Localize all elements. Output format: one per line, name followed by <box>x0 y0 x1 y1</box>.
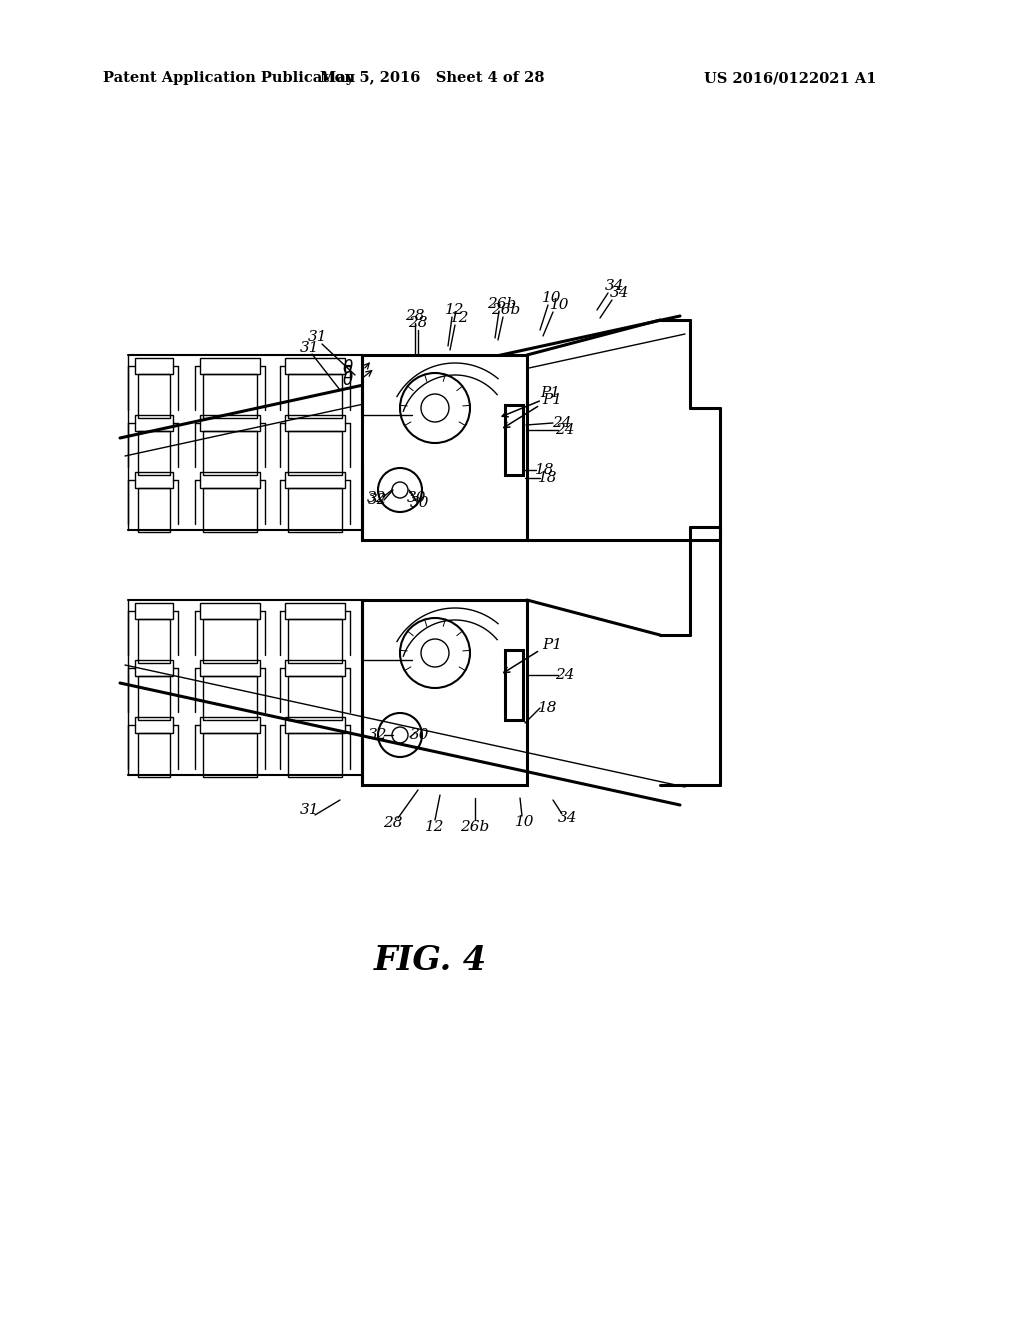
Text: 31: 31 <box>308 330 328 345</box>
Bar <box>203 374 257 418</box>
Text: 30: 30 <box>408 491 427 506</box>
Text: $\theta$: $\theta$ <box>342 371 354 389</box>
Text: P1: P1 <box>542 393 562 407</box>
Bar <box>288 488 342 532</box>
Text: 24: 24 <box>555 422 574 437</box>
Bar <box>288 374 342 418</box>
Bar <box>135 717 173 733</box>
Text: 32: 32 <box>368 491 387 506</box>
Bar <box>200 717 260 733</box>
Bar <box>200 473 260 488</box>
Bar <box>200 660 260 676</box>
Bar <box>288 676 342 719</box>
Bar <box>285 717 345 733</box>
Text: 26b: 26b <box>461 820 489 834</box>
Bar <box>285 473 345 488</box>
Text: 24: 24 <box>552 416 571 430</box>
Bar <box>200 358 260 374</box>
Bar <box>203 733 257 777</box>
Bar <box>288 432 342 475</box>
Text: 18: 18 <box>539 471 558 484</box>
Bar <box>138 374 170 418</box>
Bar <box>135 603 173 619</box>
Text: 31: 31 <box>300 803 319 817</box>
Bar <box>135 660 173 676</box>
Text: 32: 32 <box>369 729 388 742</box>
Bar <box>285 603 345 619</box>
Bar <box>138 733 170 777</box>
Text: $\theta$: $\theta$ <box>342 359 354 378</box>
Bar <box>285 414 345 432</box>
Bar <box>505 405 523 475</box>
Text: 34: 34 <box>558 810 578 825</box>
Text: P1: P1 <box>540 385 560 400</box>
Bar <box>135 414 173 432</box>
Text: 28: 28 <box>406 309 425 323</box>
Text: 10: 10 <box>550 298 569 312</box>
Text: 12: 12 <box>445 304 465 317</box>
Text: 26b: 26b <box>487 297 517 312</box>
Bar <box>138 432 170 475</box>
Bar <box>135 358 173 374</box>
Text: 28: 28 <box>409 315 428 330</box>
Bar <box>505 649 523 719</box>
Bar <box>203 488 257 532</box>
Text: 30: 30 <box>411 496 430 510</box>
Bar <box>285 660 345 676</box>
Text: 26b: 26b <box>492 304 520 317</box>
Text: 10: 10 <box>543 290 562 305</box>
Bar <box>135 473 173 488</box>
Text: 18: 18 <box>536 463 555 477</box>
Bar <box>138 676 170 719</box>
Text: 10: 10 <box>515 814 535 829</box>
Bar <box>288 733 342 777</box>
Text: 32: 32 <box>369 492 388 507</box>
Bar <box>203 619 257 663</box>
Text: 30: 30 <box>411 729 430 742</box>
Bar <box>288 619 342 663</box>
Text: 34: 34 <box>610 286 630 300</box>
Text: 28: 28 <box>383 816 402 830</box>
Text: 24: 24 <box>555 668 574 682</box>
Bar <box>285 358 345 374</box>
Bar <box>138 619 170 663</box>
Text: 34: 34 <box>605 279 625 293</box>
Bar <box>362 601 527 785</box>
Text: 12: 12 <box>451 312 470 325</box>
Text: FIG. 4: FIG. 4 <box>374 944 486 977</box>
Text: 12: 12 <box>425 820 444 834</box>
Bar <box>138 488 170 532</box>
Text: 18: 18 <box>539 701 558 715</box>
Bar <box>203 676 257 719</box>
Bar <box>200 603 260 619</box>
Text: 31: 31 <box>300 341 319 355</box>
Bar <box>362 355 527 540</box>
Text: Patent Application Publication: Patent Application Publication <box>103 71 355 84</box>
Text: P1: P1 <box>542 638 562 652</box>
Text: May 5, 2016   Sheet 4 of 28: May 5, 2016 Sheet 4 of 28 <box>319 71 544 84</box>
Bar <box>203 432 257 475</box>
Text: US 2016/0122021 A1: US 2016/0122021 A1 <box>703 71 877 84</box>
Bar <box>200 414 260 432</box>
